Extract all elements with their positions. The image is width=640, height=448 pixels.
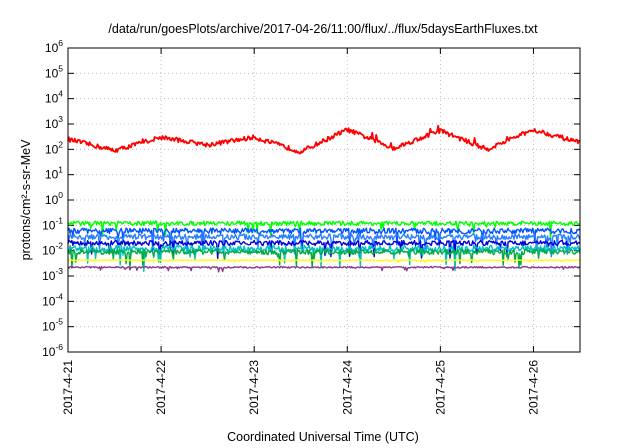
y-tick-base: 10 (45, 92, 59, 106)
flux-series-line (67, 265, 581, 273)
y-tick-base: 10 (45, 41, 59, 55)
y-tick-exponent: -2 (55, 241, 63, 251)
y-tick-label: 10-6 (42, 342, 63, 359)
plot-frame (67, 47, 581, 353)
y-tick-exponent: -3 (55, 266, 63, 276)
y-tick-label: 102 (45, 139, 63, 156)
y-tick-label: 10-2 (42, 241, 63, 258)
y-tick-exponent: -5 (55, 317, 63, 327)
y-tick-exponent: 5 (58, 63, 63, 73)
flux-series-line (67, 220, 581, 240)
flux-series-line (67, 233, 581, 258)
x-tick-label: 2017-4-23 (247, 360, 261, 415)
flux-series-line (67, 124, 581, 155)
x-axis-ticks: 2017-4-21 2017-4-22 2017-4-23 2017-4-24 2017… (61, 48, 540, 415)
y-tick-exponent: 1 (58, 165, 63, 175)
flux-series-line (67, 259, 581, 264)
x-tick-label: 2017-4-22 (154, 360, 168, 415)
x-tick-label: 2017-4-25 (433, 360, 447, 415)
x-axis-label: Coordinated Universal Time (UTC) (227, 430, 419, 444)
y-tick-base: 10 (45, 142, 59, 156)
y-tick-label: 103 (45, 114, 63, 131)
grid-lines (68, 48, 580, 352)
x-tick-label: 2017-4-21 (61, 360, 75, 415)
y-axis-ticks: 10-610-510-410-310-210-11001011021031041… (42, 38, 580, 359)
y-tick-exponent: 3 (58, 114, 63, 124)
y-tick-label: 10-5 (42, 317, 63, 334)
y-tick-base: 10 (42, 345, 56, 359)
flux-series-line (67, 239, 581, 260)
data-series (67, 124, 581, 273)
x-tick-label: 2017-4-26 (526, 360, 540, 415)
flux-series-line (67, 248, 581, 269)
y-tick-label: 10-3 (42, 266, 63, 283)
y-tick-base: 10 (45, 168, 59, 182)
y-tick-base: 10 (42, 244, 56, 258)
y-tick-base: 10 (42, 294, 56, 308)
y-tick-label: 106 (45, 38, 63, 55)
y-axis-label: protons/cm²-s-sr-MeV (19, 139, 33, 261)
y-tick-base: 10 (42, 218, 56, 232)
y-tick-label: 10-1 (42, 215, 63, 232)
y-tick-exponent: 6 (58, 38, 63, 48)
y-tick-base: 10 (45, 66, 59, 80)
y-tick-exponent: 2 (58, 139, 63, 149)
y-tick-exponent: -1 (55, 215, 63, 225)
y-tick-base: 10 (42, 320, 56, 334)
y-tick-base: 10 (45, 117, 59, 131)
y-tick-exponent: 0 (58, 190, 63, 200)
y-tick-exponent: -6 (55, 342, 63, 352)
x-tick-label: 2017-4-24 (340, 360, 354, 415)
y-tick-base: 10 (45, 193, 59, 207)
y-tick-base: 10 (42, 269, 56, 283)
y-tick-exponent: -4 (55, 291, 63, 301)
y-tick-label: 101 (45, 165, 63, 182)
y-tick-exponent: 4 (58, 89, 63, 99)
y-tick-label: 10-4 (42, 291, 63, 308)
y-tick-label: 105 (45, 63, 63, 80)
y-tick-label: 104 (45, 89, 63, 106)
chart-title: /data/run/goesPlots/archive/2017-04-26/1… (108, 22, 538, 36)
y-tick-label: 100 (45, 190, 63, 207)
